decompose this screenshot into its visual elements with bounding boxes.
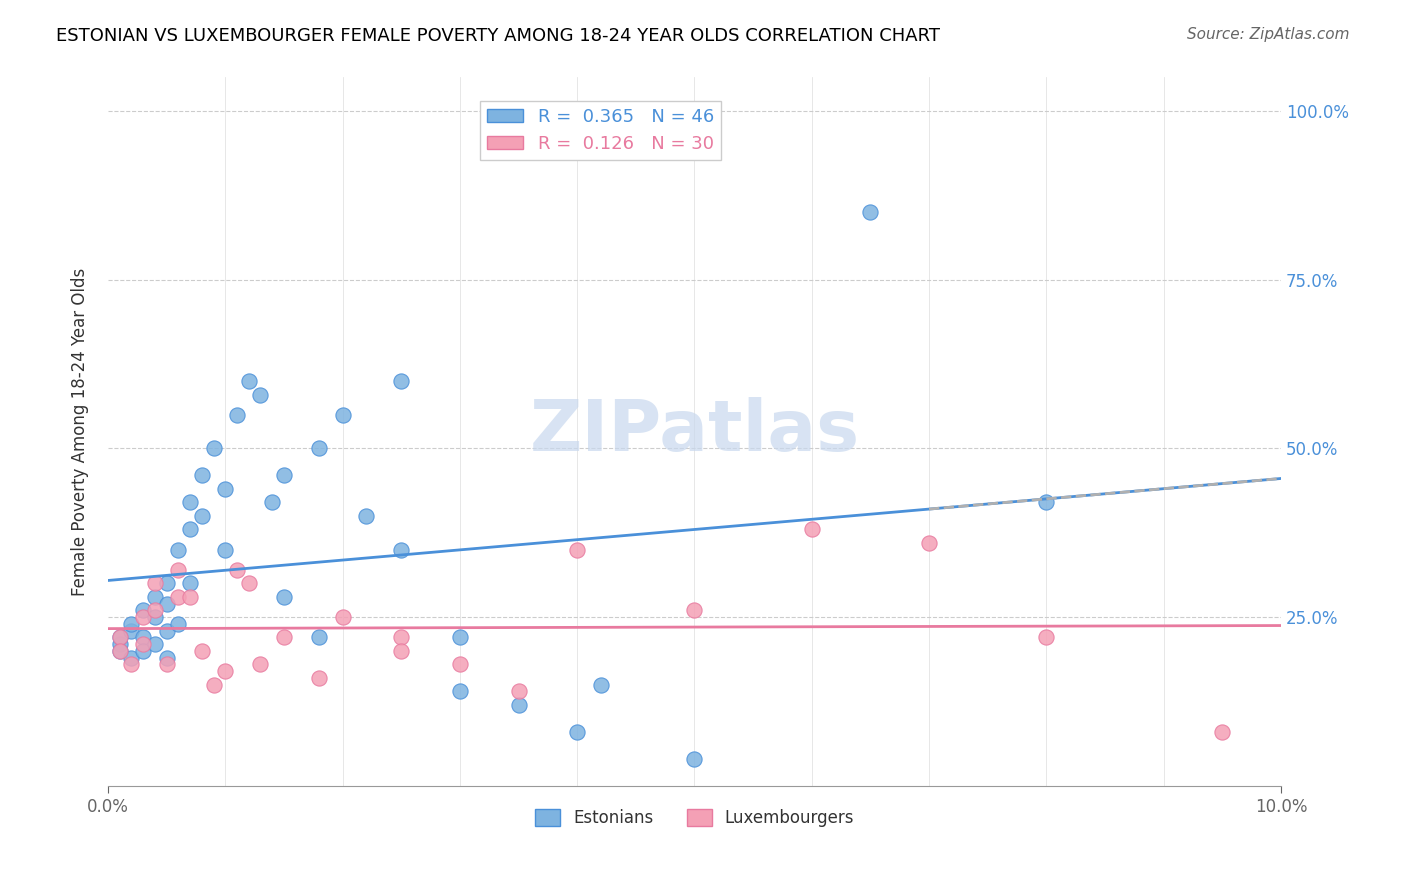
Point: [156, 650, 179, 665]
Point: [354, 508, 377, 523]
Point: [238, 576, 260, 591]
Point: [449, 657, 471, 672]
Point: [167, 616, 190, 631]
Point: [179, 523, 201, 537]
Point: [226, 408, 249, 422]
Point: [308, 671, 330, 685]
Point: [156, 576, 179, 591]
Point: [167, 542, 190, 557]
Point: [108, 631, 131, 645]
Point: [132, 603, 155, 617]
Point: [214, 664, 236, 678]
Point: [273, 468, 295, 483]
Point: [143, 590, 166, 604]
Point: [683, 603, 706, 617]
Point: [226, 563, 249, 577]
Point: [1035, 631, 1057, 645]
Text: ESTONIAN VS LUXEMBOURGER FEMALE POVERTY AMONG 18-24 YEAR OLDS CORRELATION CHART: ESTONIAN VS LUXEMBOURGER FEMALE POVERTY …: [56, 27, 941, 45]
Point: [389, 374, 412, 388]
Point: [449, 631, 471, 645]
Point: [800, 523, 823, 537]
Point: [179, 576, 201, 591]
Point: [508, 684, 530, 698]
Point: [308, 631, 330, 645]
Y-axis label: Female Poverty Among 18-24 Year Olds: Female Poverty Among 18-24 Year Olds: [72, 268, 89, 596]
Point: [683, 752, 706, 766]
Point: [179, 495, 201, 509]
Point: [191, 508, 214, 523]
Point: [238, 374, 260, 388]
Point: [389, 631, 412, 645]
Point: [191, 644, 214, 658]
Point: [389, 644, 412, 658]
Point: [132, 610, 155, 624]
Point: [132, 644, 155, 658]
Point: [273, 631, 295, 645]
Point: [132, 631, 155, 645]
Point: [1035, 495, 1057, 509]
Point: [108, 631, 131, 645]
Point: [179, 590, 201, 604]
Point: [143, 603, 166, 617]
Point: [156, 624, 179, 638]
Point: [202, 442, 225, 456]
Point: [918, 536, 941, 550]
Point: [449, 684, 471, 698]
Legend: Estonians, Luxembourgers: Estonians, Luxembourgers: [527, 803, 860, 834]
Point: [567, 724, 589, 739]
Point: [589, 677, 612, 691]
Point: [120, 650, 142, 665]
Point: [214, 542, 236, 557]
Point: [859, 205, 882, 219]
Point: [262, 495, 284, 509]
Point: [167, 563, 190, 577]
Point: [143, 637, 166, 651]
Point: [167, 590, 190, 604]
Text: ZIPatlas: ZIPatlas: [530, 397, 859, 467]
Point: [332, 610, 354, 624]
Point: [143, 576, 166, 591]
Point: [508, 698, 530, 712]
Point: [332, 408, 354, 422]
Point: [108, 644, 131, 658]
Point: [132, 637, 155, 651]
Point: [120, 616, 142, 631]
Point: [249, 657, 271, 672]
Point: [156, 657, 179, 672]
Point: [249, 387, 271, 401]
Point: [156, 597, 179, 611]
Point: [567, 542, 589, 557]
Point: [120, 624, 142, 638]
Point: [202, 677, 225, 691]
Point: [191, 468, 214, 483]
Point: [143, 610, 166, 624]
Point: [389, 542, 412, 557]
Point: [108, 644, 131, 658]
Point: [214, 482, 236, 496]
Point: [273, 590, 295, 604]
Text: Source: ZipAtlas.com: Source: ZipAtlas.com: [1187, 27, 1350, 42]
Point: [308, 442, 330, 456]
Point: [120, 657, 142, 672]
Point: [1211, 724, 1233, 739]
Point: [108, 637, 131, 651]
